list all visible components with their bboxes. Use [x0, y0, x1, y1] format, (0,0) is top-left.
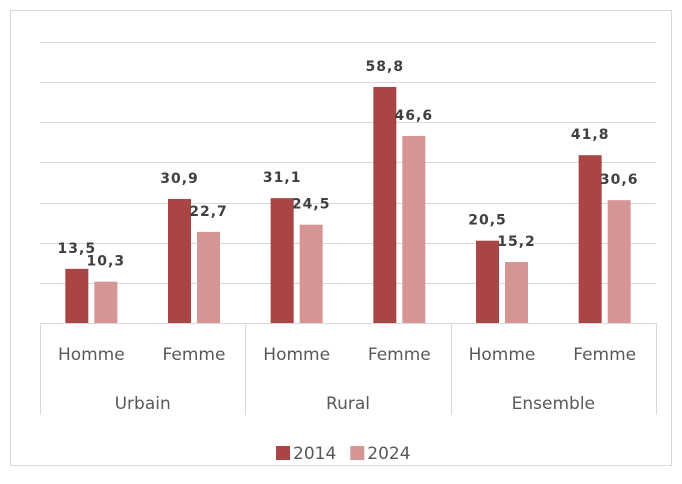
data-label: 15,2 — [497, 234, 536, 250]
data-label: 22,7 — [189, 204, 228, 220]
bar — [476, 240, 499, 323]
group-label: Rural — [326, 394, 370, 414]
x-tick-label: Femme — [163, 345, 226, 365]
bar — [270, 198, 294, 323]
data-label: 30,6 — [600, 172, 639, 188]
bar — [197, 231, 220, 323]
x-tick-label: Homme — [58, 345, 125, 365]
data-label: 20,5 — [468, 213, 507, 229]
group-label: Urbain — [115, 394, 171, 414]
bar — [373, 86, 397, 324]
group-label: Ensemble — [512, 394, 595, 414]
x-tick-label: Homme — [263, 345, 330, 365]
data-label: 31,1 — [263, 170, 302, 186]
data-label: 46,6 — [395, 108, 434, 124]
bar — [402, 135, 426, 323]
legend-swatch — [350, 446, 365, 460]
legend-label: 2014 — [293, 444, 336, 464]
legend-label: 2024 — [367, 444, 410, 464]
bar — [299, 224, 323, 323]
bar — [168, 198, 191, 323]
data-label: 24,5 — [292, 197, 331, 213]
data-label: 41,8 — [571, 127, 610, 143]
bar — [607, 200, 631, 323]
x-tick-label: Femme — [368, 345, 431, 365]
bar — [578, 155, 602, 323]
data-label: 13,5 — [58, 241, 97, 257]
data-label: 30,9 — [160, 171, 199, 187]
bar — [65, 268, 89, 323]
x-tick-label: Homme — [469, 345, 536, 365]
x-tick-label: Femme — [573, 345, 636, 365]
bar — [94, 281, 118, 323]
legend-swatch — [276, 446, 290, 460]
data-label: 10,3 — [87, 254, 126, 270]
chart-border — [10, 10, 672, 466]
bar — [505, 261, 528, 323]
data-label: 58,8 — [366, 59, 405, 75]
